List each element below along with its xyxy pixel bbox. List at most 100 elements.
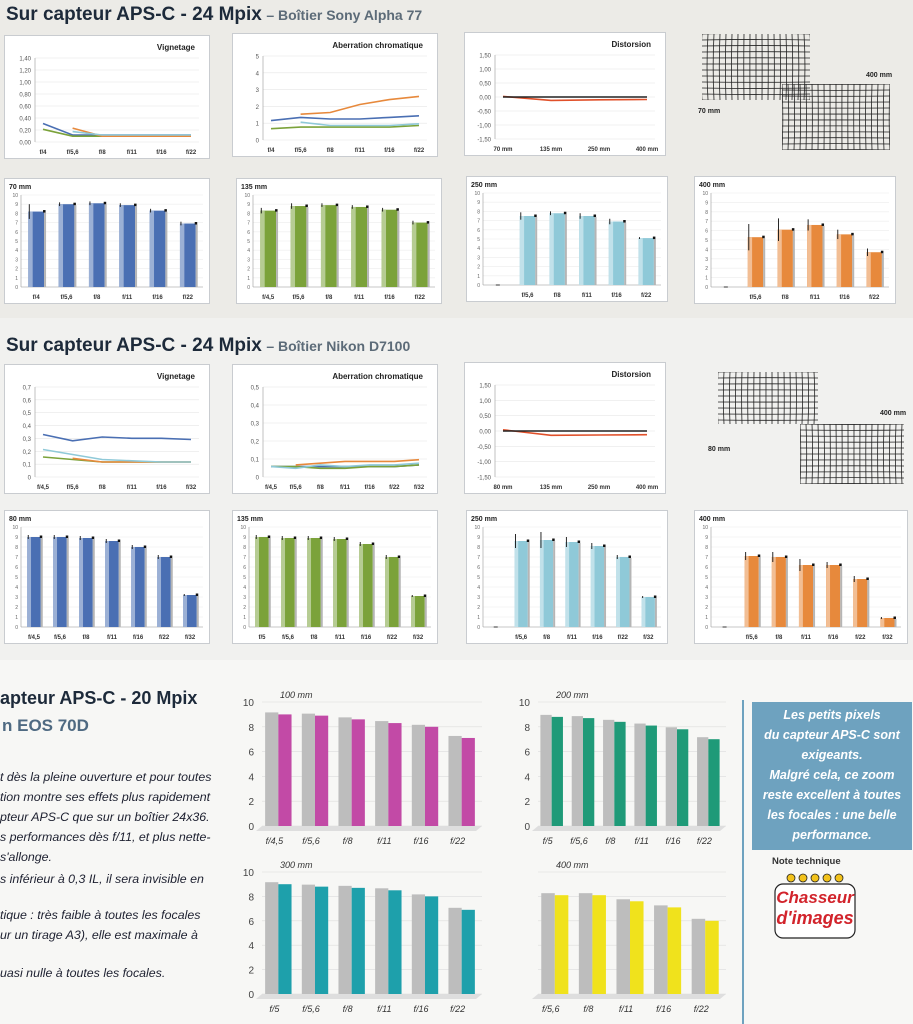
error-marker xyxy=(423,594,427,597)
y-tick-label: 7 xyxy=(705,219,708,225)
x-tick-label: f/8 xyxy=(343,836,353,846)
y-tick-label: -1,50 xyxy=(477,476,491,482)
y-tick-label: 0,50 xyxy=(479,414,491,420)
error-marker xyxy=(91,536,95,539)
x-tick-label: 80 mm xyxy=(493,485,512,491)
data-bar-highlight xyxy=(539,540,544,627)
grid-line xyxy=(729,371,731,425)
error-marker xyxy=(762,235,765,239)
y-tick-label: 0,20 xyxy=(19,129,31,135)
data-bar-gray xyxy=(603,719,615,826)
x-tick-label: f/11 xyxy=(567,635,578,641)
x-tick-label: f/5,6 xyxy=(60,295,73,301)
x-tick-label: f/22 xyxy=(415,295,426,301)
x-tick-label: f/5,6 xyxy=(515,635,528,641)
y-tick-label: 0 xyxy=(28,476,32,482)
data-bar-shadow xyxy=(424,597,427,627)
data-bar-highlight xyxy=(28,211,33,287)
grid-pattern xyxy=(781,83,891,151)
grid-label-nikon-400: 400 mm xyxy=(880,410,907,417)
y-tick-label: 0 xyxy=(247,285,250,291)
y-tick-label: 0,2 xyxy=(251,440,260,446)
x-tick-label: f/16 xyxy=(592,635,603,641)
error-marker xyxy=(103,201,107,205)
grid-line xyxy=(791,33,794,101)
y-tick-label: 1,00 xyxy=(19,81,31,87)
y-tick-label: 10 xyxy=(243,868,255,879)
distortion-grid-sony-70 xyxy=(700,32,812,105)
x-tick-label: f/22 xyxy=(618,635,629,641)
y-tick-label: 8 xyxy=(477,545,480,551)
data-bar-highlight xyxy=(590,546,595,627)
chart-sony-70mm: 0 1 2 3 4 5 6 7 8 9 10 70 mm f/4 f/5,6 f/8 f/11 f/16 f/22 xyxy=(4,178,210,304)
data-bar-shadow xyxy=(624,222,627,285)
data-bar-shadow xyxy=(92,539,95,627)
data-bar-gray xyxy=(265,712,279,826)
data-bar xyxy=(278,714,292,826)
data-bar-highlight xyxy=(157,557,162,627)
x-tick-label: f/4 xyxy=(267,148,275,154)
error-marker xyxy=(366,205,369,208)
grid-pattern xyxy=(799,423,905,485)
y-tick-label: 5 xyxy=(477,575,480,581)
error-marker xyxy=(319,536,323,539)
data-bar-shadow xyxy=(604,547,607,627)
y-tick-label: 3 xyxy=(15,595,18,601)
x-tick-label: f/5 xyxy=(269,1004,280,1014)
callout-line: reste excellent à toutes xyxy=(762,788,902,802)
data-bar xyxy=(705,920,719,994)
grid-line xyxy=(712,33,715,101)
x-tick-label: f/5,6 xyxy=(749,295,762,301)
series-line xyxy=(502,95,648,102)
chart-svg: 0 1 2 3 4 5 6 7 8 9 10 135 mm f/4,5 f/5,6 f/8 f/11 f/16 f… xyxy=(241,184,435,301)
x-tick-label: f/8 xyxy=(317,485,325,491)
y-tick-label: 9 xyxy=(247,202,250,208)
data-bar-gray xyxy=(578,893,593,994)
y-tick-label: 0 xyxy=(15,625,18,631)
chart-title: Aberration chromatique xyxy=(332,41,423,50)
x-tick-label: f/4 xyxy=(33,295,41,301)
data-bar xyxy=(315,886,329,994)
x-tick-label: f/16 xyxy=(384,295,395,301)
data-bar-shadow xyxy=(66,538,69,627)
y-tick-label: 1,00 xyxy=(479,399,491,405)
x-tick-label: f/5 xyxy=(258,635,266,641)
x-tick-label: f/5,6 xyxy=(282,635,295,641)
data-bar-shadow xyxy=(822,225,825,287)
data-bar-gray xyxy=(265,882,279,994)
x-tick-label: f/11 xyxy=(634,836,648,846)
y-tick-label: 0,3 xyxy=(251,422,260,428)
x-tick-label: f/22 xyxy=(387,635,398,641)
y-tick-label: 0 xyxy=(248,990,254,1001)
x-tick-label: f/32 xyxy=(882,635,893,641)
data-bar-gray xyxy=(411,894,425,994)
y-tick-label: 0,60 xyxy=(19,105,31,111)
y-tick-label: 4 xyxy=(477,246,480,252)
x-tick-label: f/22 xyxy=(869,295,880,301)
logo-text-2: d'images xyxy=(776,908,854,928)
series-line xyxy=(300,121,420,127)
data-bar-shadow xyxy=(74,205,77,287)
x-tick-label: f/11 xyxy=(340,485,351,491)
y-tick-label: 0,00 xyxy=(479,430,491,436)
chart-svg: 0 1 2 3 4 5 6 7 8 9 10 70 mm f/4 f/5,6 f/8 f/11 f/16 f/22 xyxy=(9,184,203,301)
chart-title: Distorsion xyxy=(611,40,651,49)
logo-text-1: Chasseur xyxy=(776,888,854,907)
error-marker xyxy=(194,222,198,225)
grid-line xyxy=(722,371,725,425)
chart-title: Vignetage xyxy=(157,372,196,381)
data-bar xyxy=(645,725,657,826)
y-tick-label: 2 xyxy=(15,605,18,611)
series-line xyxy=(502,429,648,437)
data-bar-shadow xyxy=(320,539,323,627)
x-tick-label: f/11 xyxy=(354,295,365,301)
x-tick-label: f/5,6 xyxy=(746,635,759,641)
data-bar xyxy=(315,715,329,826)
y-tick-label: 7 xyxy=(705,555,708,561)
data-bar-gray xyxy=(634,723,646,826)
chart-title: Aberration chromatique xyxy=(332,372,423,381)
article-line: pteur APS-C que sur un boîtier 24x36. xyxy=(0,810,210,824)
data-bar-shadow xyxy=(763,238,766,287)
chart-nikon-aberration: Aberration chromatique 0 0,1 0,2 0,3 0,4 0,5 f/… xyxy=(232,364,438,494)
data-bar-highlight xyxy=(519,216,525,285)
